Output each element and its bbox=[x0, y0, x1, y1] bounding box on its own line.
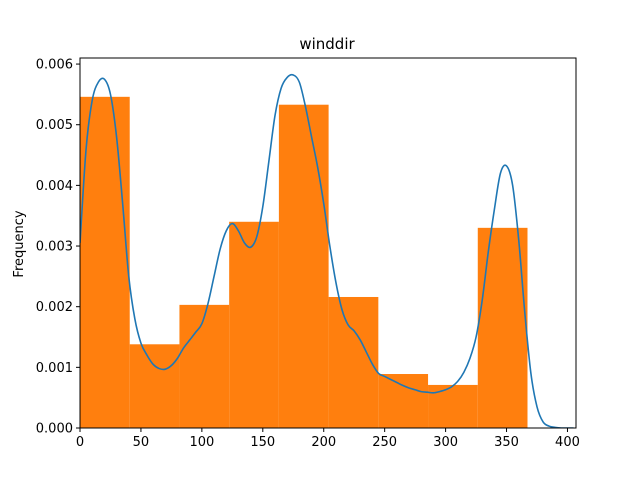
histogram-bar bbox=[278, 104, 329, 428]
density-curve-line bbox=[80, 73, 574, 428]
x-tick-label: 100 bbox=[189, 435, 214, 450]
y-tick-label: 0.004 bbox=[36, 179, 73, 194]
x-tick-label: 150 bbox=[250, 435, 275, 450]
x-tick-label: 250 bbox=[372, 435, 397, 450]
histogram-bar bbox=[129, 344, 180, 428]
histogram-bar bbox=[80, 96, 130, 428]
histogram-bar bbox=[378, 374, 429, 428]
x-tick-label: 200 bbox=[311, 435, 336, 450]
histogram-bar bbox=[477, 227, 528, 428]
histogram-bar bbox=[229, 221, 279, 428]
histogram-bar bbox=[428, 384, 478, 428]
histogram-bar bbox=[328, 296, 379, 428]
y-tick-label: 0.001 bbox=[36, 361, 73, 376]
y-tick-label: 0.003 bbox=[36, 240, 73, 255]
y-tick-label: 0.000 bbox=[36, 422, 73, 437]
y-tick-label: 0.006 bbox=[36, 58, 73, 73]
x-tick-label: 350 bbox=[494, 435, 519, 450]
y-tick-label: 0.005 bbox=[36, 118, 73, 133]
histogram-bars bbox=[80, 96, 528, 428]
y-tick-label: 0.002 bbox=[36, 300, 73, 315]
chart-title: winddir bbox=[299, 35, 355, 53]
y-axis-label: Frequency bbox=[12, 210, 27, 277]
x-tick-label: 50 bbox=[133, 435, 150, 450]
density-curve-layer bbox=[80, 73, 574, 428]
x-tick-label: 300 bbox=[433, 435, 458, 450]
x-tick-label: 0 bbox=[76, 435, 84, 450]
plot-frame bbox=[79, 57, 577, 429]
histogram-bar bbox=[179, 304, 230, 428]
axis-ticks: 0 50 100 150 200 250 300 350 400 0.000 0.001 0.002 0… bbox=[36, 58, 580, 450]
x-tick-label: 400 bbox=[555, 435, 580, 450]
